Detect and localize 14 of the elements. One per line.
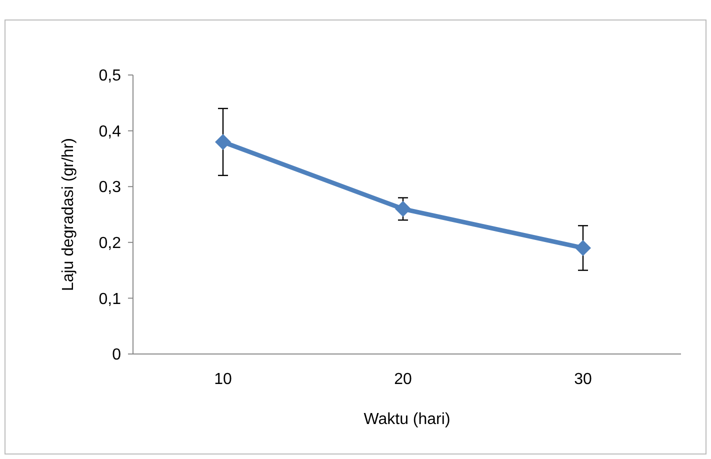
x-axis-title: Waktu (hari) <box>364 411 450 428</box>
y-axis-title: Laju degradasi (gr/hr) <box>60 138 77 291</box>
x-tick-label: 10 <box>214 371 232 388</box>
y-tick-label: 0,1 <box>98 290 122 308</box>
point <box>395 200 411 217</box>
y-tick-label: 0,2 <box>98 235 122 252</box>
point <box>575 240 591 256</box>
y-tick-label: 0,3 <box>98 179 122 196</box>
point <box>215 134 231 150</box>
x-tick-label: 30 <box>574 371 592 388</box>
y-tick-label: 0,4 <box>98 123 122 140</box>
x-tick-label: 20 <box>394 371 412 388</box>
y-tick-label: 0,5 <box>98 68 122 85</box>
y-tick-label: 0 <box>112 346 122 364</box>
